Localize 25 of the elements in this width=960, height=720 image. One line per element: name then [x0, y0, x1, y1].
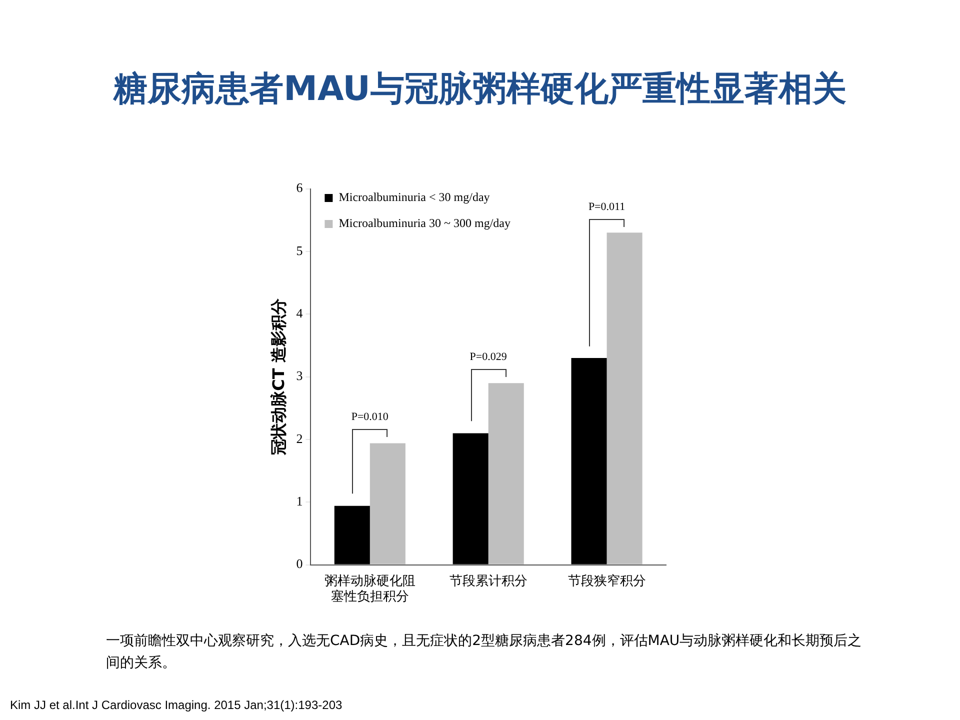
- bar: [334, 506, 370, 564]
- x-tick-label: 节段狭窄积分: [568, 574, 646, 589]
- legend-label: Microalbuminuria < 30 mg/day: [338, 190, 490, 204]
- bar: [370, 443, 406, 564]
- y-tick-label: 5: [296, 242, 303, 258]
- text: 一项前瞻性双中心观察研究，入选无CAD病史，且无症状的2型糖尿病患者284例，评估MAU与动脉粥样硬化和长期预后之间的关系。: [106, 632, 863, 673]
- bar: [571, 358, 607, 564]
- y-tick-label: 2: [296, 430, 303, 446]
- bar: [452, 433, 488, 564]
- y-tick-label: 3: [296, 368, 303, 384]
- bar: [606, 232, 642, 564]
- legend-label: Microalbuminuria 30 ~ 300 mg/day: [338, 216, 510, 230]
- text: Kim JJ et al.Int J Cardiovasc Imaging. 2015 Jan;31(1):193-203: [10, 698, 342, 712]
- annotation: P=0.010: [350, 411, 390, 424]
- y-tick-label: 1: [296, 494, 303, 509]
- y-axis-title: 冠状动脉CT 造影积分: [268, 298, 288, 456]
- bar: [488, 383, 524, 564]
- y-tick-label: 6: [296, 180, 304, 196]
- chart-title: 糖尿病患者MAU与冠脉粥样硬化严重性显著相关: [112, 68, 848, 111]
- y-tick-label: 0: [296, 556, 303, 572]
- annotation: P=0.029: [468, 351, 508, 364]
- x-tick-label: 节段累计积分: [449, 574, 528, 589]
- annotation: P=0.011: [587, 200, 626, 213]
- x-tick-label: 粥样动脉硬化阻塞性负担积分: [324, 574, 416, 605]
- y-tick-label: 4: [296, 306, 304, 321]
